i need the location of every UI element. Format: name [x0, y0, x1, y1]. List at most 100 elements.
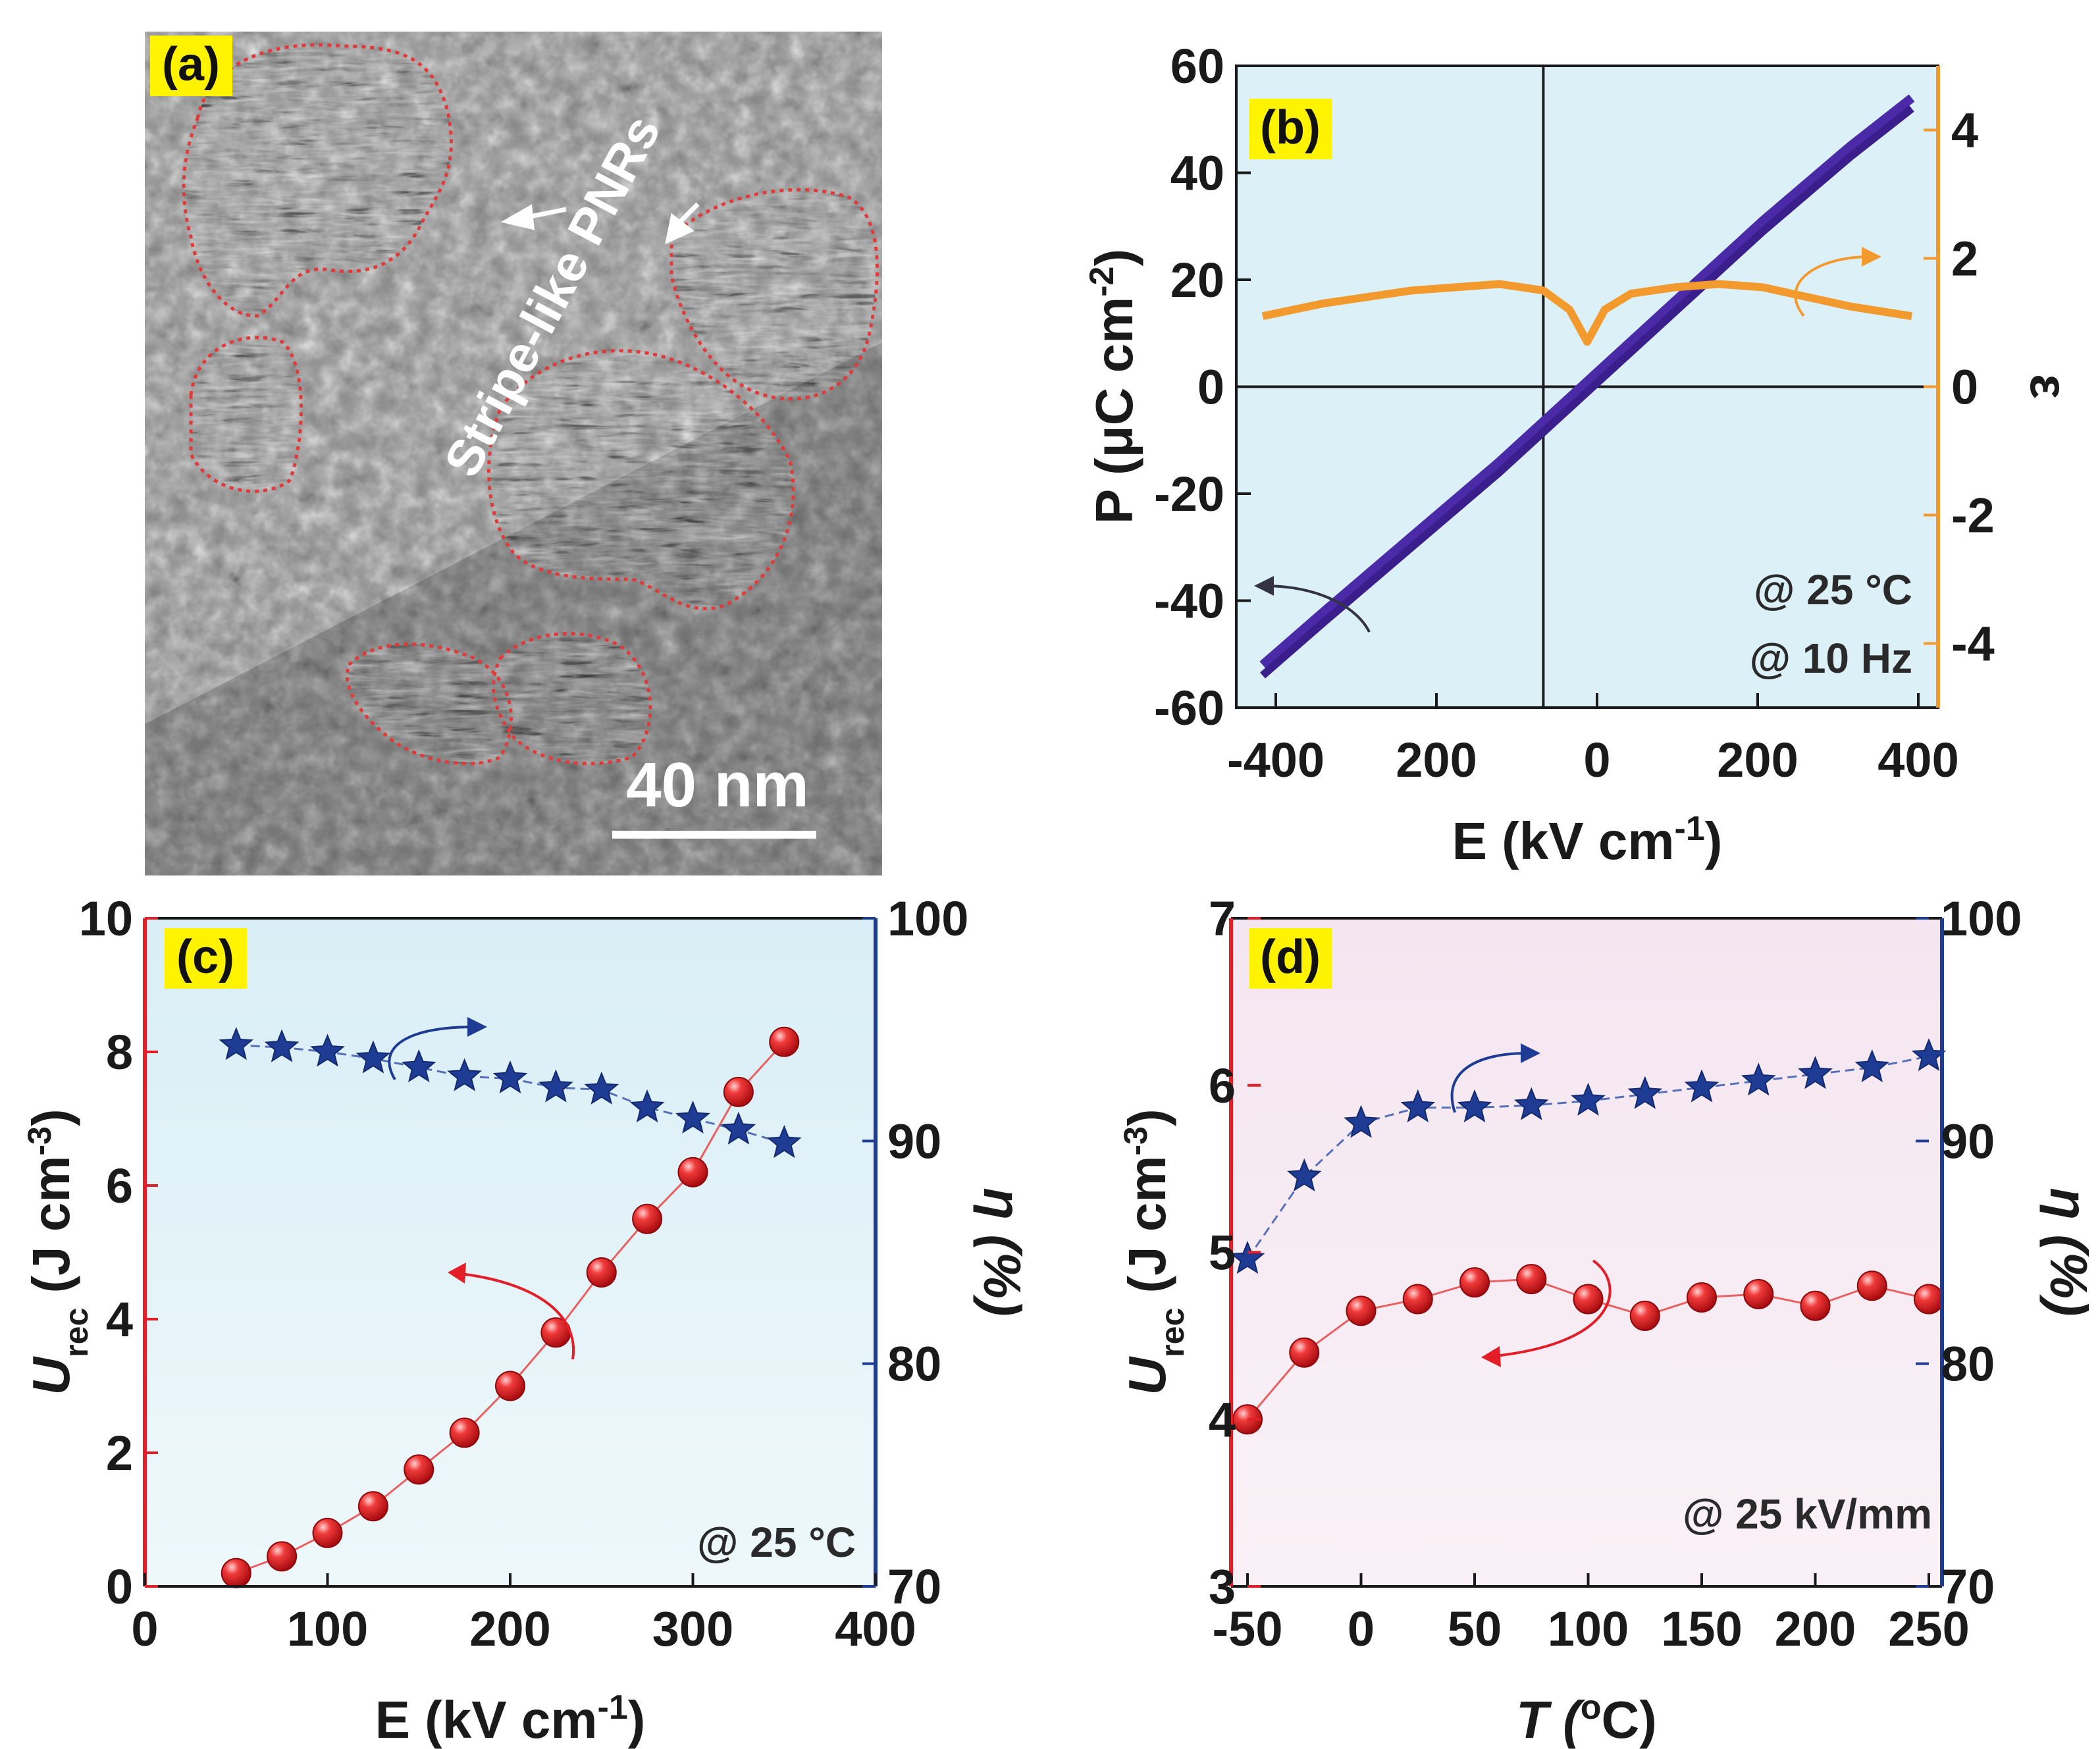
c-eta-point	[675, 1100, 710, 1134]
b-arrow-right	[1794, 255, 1870, 317]
d-u-point	[1346, 1295, 1377, 1326]
d-ylabel: Urec (J cm-3)	[1117, 1109, 1191, 1395]
panel-c-energy-vs-field: 0 100 200 300 400 10 8 6 4 2 0 100 90 80 70 (c) @ 25 °…	[21, 891, 1032, 1749]
d-u-point	[1687, 1282, 1717, 1313]
d-x-tick-label: 0	[1348, 1602, 1375, 1656]
d-x-tick-label: 150	[1661, 1602, 1742, 1656]
c-u-point	[495, 1370, 525, 1401]
b-arrow-left	[1263, 585, 1371, 633]
b-y-tick-label: 0	[1197, 360, 1224, 415]
c-eta-point	[492, 1060, 528, 1093]
d-y-tick-label: 3	[1209, 1559, 1236, 1614]
c-u-point	[357, 1491, 388, 1522]
panel-d-note: @ 25 kV/mm	[1683, 1490, 1932, 1538]
panel-a-micrograph: Stripe-like PNRs 40 nm (a)	[145, 32, 882, 875]
c-u-point	[267, 1541, 298, 1572]
c-eta-point	[219, 1027, 254, 1060]
b-series-dielectric	[1261, 280, 1912, 346]
d-y-tick-label: 4	[1209, 1392, 1236, 1447]
b-x-tick-label: 400	[1877, 733, 1958, 787]
d-u-point	[1629, 1300, 1660, 1331]
c-u-point	[586, 1257, 617, 1288]
d-eta-point	[1457, 1089, 1492, 1122]
d-u-point	[1914, 1284, 1944, 1315]
c-u-point	[677, 1157, 708, 1188]
panel-d-label: (d)	[1260, 931, 1321, 983]
d-x-tick-label: 200	[1775, 1602, 1856, 1656]
d-u-point	[1402, 1284, 1433, 1315]
c-eta-point	[538, 1069, 573, 1103]
b-series-pe-upper	[1259, 94, 1915, 669]
d-eta-point	[1684, 1069, 1719, 1103]
c-u-point	[769, 1026, 800, 1057]
b-y-tick-label: -20	[1154, 467, 1224, 521]
c-y-tick-label: 8	[106, 1025, 133, 1080]
c-y-tick-label: 10	[79, 891, 133, 946]
d-eta-point	[1513, 1087, 1549, 1120]
panel-b-note-temp: @ 25 °C	[1754, 566, 1912, 613]
d-y2-tick-label: 100	[1941, 891, 2022, 946]
panel-b-note-freq: @ 10 Hz	[1750, 635, 1912, 682]
d-eta-point	[1571, 1082, 1606, 1116]
b-x-tick-label: 200	[1396, 733, 1477, 787]
b-y-tick-label: 40	[1170, 146, 1224, 201]
c-arrow-u	[460, 1272, 575, 1360]
c-u-point	[723, 1076, 754, 1107]
c-x-tick-label: 0	[131, 1602, 158, 1656]
c-y-tick-label: 6	[106, 1159, 133, 1213]
c-y-tick-label: 0	[106, 1559, 133, 1614]
b-xlabel: E (kV cm-1)	[1452, 810, 1723, 870]
b-x-tick-label: 200	[1717, 733, 1798, 787]
d-xlabel: T (oC)	[1516, 1688, 1657, 1749]
panel-b-label: (b)	[1260, 101, 1321, 154]
d-eta-point	[1344, 1105, 1378, 1138]
c-u-point	[404, 1454, 434, 1485]
b-y-tick-label: -40	[1154, 574, 1224, 629]
d-eta-point	[1854, 1049, 1890, 1083]
d-u-point	[1289, 1337, 1320, 1368]
c-eta-point	[629, 1089, 665, 1122]
panel-a-label: (a)	[162, 38, 220, 91]
d-u-point	[1800, 1290, 1831, 1321]
b-series-pe-lower	[1260, 105, 1914, 679]
d-eta-point	[1798, 1056, 1833, 1089]
c-eta-point	[355, 1040, 391, 1074]
c-u-point	[632, 1203, 663, 1234]
d-eta-point	[1286, 1158, 1322, 1191]
b-y-tick-label: 60	[1170, 39, 1224, 93]
b-y-tick-label: -60	[1154, 681, 1224, 735]
d-eta-point	[1627, 1076, 1663, 1109]
d-u-point	[1743, 1278, 1774, 1309]
c-y2label: η (%)	[973, 1188, 1032, 1317]
c-x-tick-label: 200	[469, 1602, 550, 1656]
b-x-tick-label: 0	[1583, 733, 1610, 787]
d-x-tick-label: -50	[1213, 1602, 1283, 1656]
scale-bar	[612, 831, 816, 839]
b-y2-tick-label: -4	[1951, 617, 1995, 671]
panel-d-energy-vs-temperature: -50 0 50 100 150 200 250 7 6 5 4 3 100 90 80 70 (d) @ 2…	[1117, 891, 2098, 1749]
d-y-tick-label: 6	[1209, 1058, 1236, 1113]
c-y2-tick-label: 100	[887, 891, 968, 946]
c-y2-tick-label: 80	[887, 1337, 941, 1392]
b-x-tick-label: -400	[1227, 733, 1325, 787]
d-x-tick-label: 50	[1448, 1602, 1502, 1656]
b-y-tick-label: 20	[1170, 253, 1224, 307]
c-xlabel: E (kV cm-1)	[375, 1688, 646, 1749]
b-y2-tick-label: 0	[1951, 360, 1978, 415]
d-u-point	[1459, 1267, 1490, 1298]
panel-c-note: @ 25 °C	[697, 1519, 856, 1566]
c-u-point	[221, 1557, 251, 1588]
d-y-tick-label: 5	[1209, 1226, 1236, 1280]
b-y2-tick-label: -2	[1951, 488, 1995, 543]
d-arrow-u	[1494, 1259, 1612, 1357]
b-y2label: ε	[2020, 374, 2078, 399]
c-eta-point	[264, 1029, 300, 1062]
d-x-tick-label: 250	[1888, 1602, 1969, 1656]
pnr-arrows	[500, 202, 700, 245]
c-y2-tick-label: 70	[887, 1559, 941, 1614]
c-eta-point	[401, 1049, 436, 1083]
c-x-tick-label: 100	[287, 1602, 368, 1656]
d-x-tick-label: 100	[1548, 1602, 1629, 1656]
c-arrow-eta	[388, 1026, 475, 1081]
